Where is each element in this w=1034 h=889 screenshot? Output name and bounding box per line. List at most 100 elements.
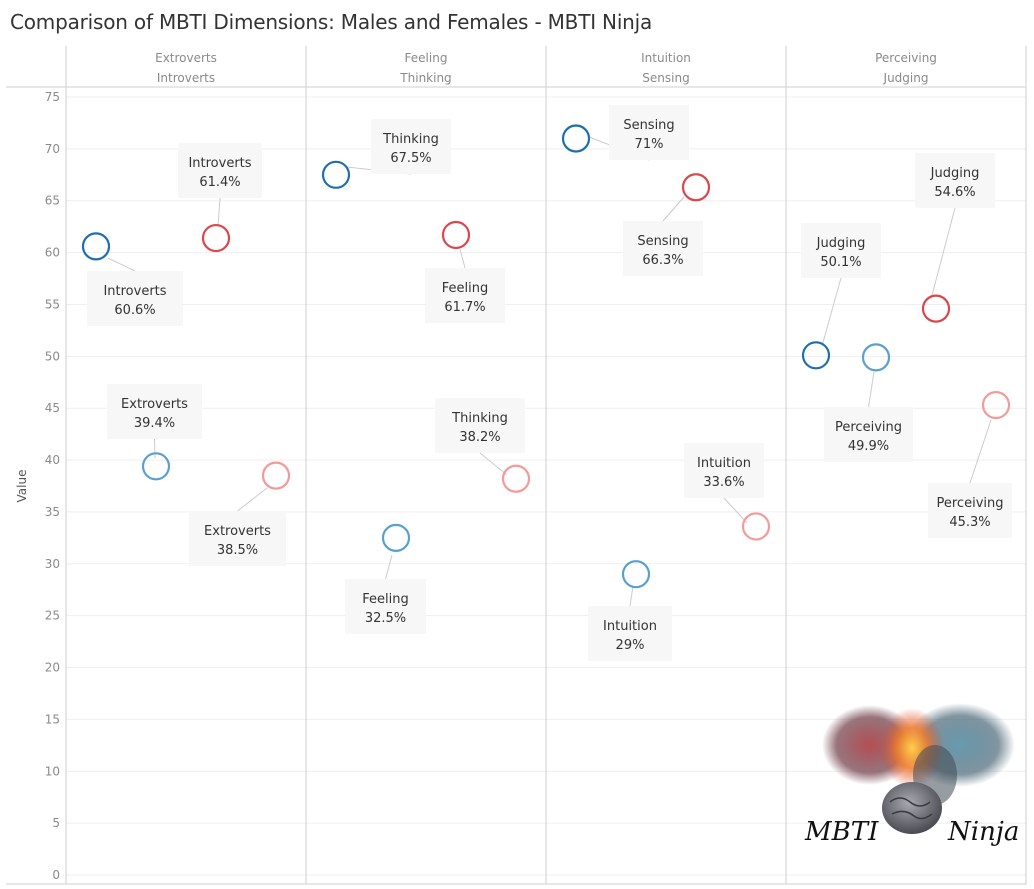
mbti-ninja-logo: MBTI Ninja bbox=[804, 703, 1019, 847]
data-label-box bbox=[345, 579, 426, 634]
leader-line bbox=[154, 438, 156, 459]
data-label-box bbox=[801, 223, 881, 278]
data-label-value: 61.4% bbox=[199, 175, 240, 190]
data-label-value: 54.6% bbox=[934, 185, 975, 200]
data-point-circle bbox=[861, 343, 891, 372]
logo-text-right: Ninja bbox=[947, 817, 1019, 847]
data-label-box bbox=[928, 483, 1012, 538]
y-axis-ticks: 0 5 10 15 20 25 30 35 40 45 50 55 60 65 70 75 bbox=[45, 90, 60, 882]
data-label-value: 71% bbox=[635, 137, 664, 152]
pane-header-label: Extroverts bbox=[155, 51, 217, 65]
data-label-name: Sensing bbox=[623, 118, 674, 133]
data-label: Intuition 33.6% bbox=[684, 443, 764, 498]
data-point-circle bbox=[141, 452, 171, 481]
y-tick-label: 30 bbox=[45, 557, 60, 571]
data-label: Thinking 67.5% bbox=[371, 119, 451, 174]
data-label-name: Introverts bbox=[188, 156, 251, 171]
data-label-name: Sensing bbox=[637, 234, 688, 249]
y-tick-label: 25 bbox=[45, 609, 60, 623]
data-labels: Introverts 60.6% Extroverts 39.4% Introverts… bbox=[87, 105, 1012, 661]
data-label-name: Feeling bbox=[442, 281, 488, 296]
data-label-value: 39.4% bbox=[134, 416, 175, 431]
data-label-box bbox=[189, 511, 286, 566]
chart-frame bbox=[6, 46, 1027, 885]
smoke-cloud-icon bbox=[822, 703, 1015, 805]
leader-line bbox=[662, 196, 685, 222]
data-label-value: 38.2% bbox=[459, 430, 500, 445]
y-tick-label: 45 bbox=[45, 401, 60, 415]
data-label-box bbox=[178, 143, 262, 198]
data-label-box bbox=[588, 606, 672, 661]
data-label: Introverts 61.4% bbox=[178, 143, 262, 198]
leader-line bbox=[821, 277, 842, 347]
data-label-name: Extroverts bbox=[204, 524, 271, 539]
data-label-box bbox=[371, 119, 451, 174]
data-label-name: Extroverts bbox=[121, 397, 188, 412]
leader-line bbox=[217, 197, 221, 227]
data-label: Perceiving 45.3% bbox=[928, 483, 1012, 538]
data-label-value: 61.7% bbox=[444, 300, 485, 315]
data-label: Extroverts 39.4% bbox=[107, 384, 202, 439]
pane-header-label: Intuition bbox=[641, 51, 691, 65]
y-tick-label: 65 bbox=[45, 194, 60, 208]
data-label: Judging 54.6% bbox=[915, 153, 995, 208]
data-label-value: 60.6% bbox=[114, 303, 155, 318]
data-point-circle bbox=[741, 512, 771, 541]
data-label-name: Intuition bbox=[697, 456, 751, 471]
data-point-circle bbox=[921, 294, 951, 323]
pane-header-label: Perceiving bbox=[875, 51, 937, 65]
y-tick-label: 10 bbox=[45, 764, 60, 778]
chart-title: Comparison of MBTI Dimensions: Males and… bbox=[10, 10, 653, 34]
leader-line bbox=[237, 487, 268, 512]
data-label: Thinking 38.2% bbox=[435, 398, 525, 453]
data-label-name: Judging bbox=[930, 166, 980, 181]
data-label-value: 67.5% bbox=[390, 151, 431, 166]
leader-line bbox=[107, 257, 136, 272]
leader-line bbox=[868, 371, 875, 408]
data-label-box bbox=[623, 221, 703, 276]
data-label-value: 49.9% bbox=[848, 439, 889, 454]
y-tick-label: 70 bbox=[45, 142, 60, 156]
data-label: Feeling 61.7% bbox=[425, 268, 505, 323]
data-label-value: 38.5% bbox=[217, 543, 258, 558]
leader-line bbox=[459, 248, 466, 269]
data-label-box bbox=[824, 407, 913, 462]
data-point-circle bbox=[501, 464, 531, 493]
data-label-box bbox=[435, 398, 525, 453]
leader-line bbox=[385, 554, 393, 580]
data-label-name: Perceiving bbox=[937, 496, 1004, 511]
y-tick-label: 75 bbox=[45, 90, 60, 104]
leader-line bbox=[479, 452, 508, 476]
data-point-circle bbox=[981, 390, 1011, 420]
label-leader-lines bbox=[107, 136, 992, 607]
data-label-box bbox=[915, 153, 995, 208]
data-label-box bbox=[107, 384, 202, 439]
y-tick-label: 55 bbox=[45, 297, 60, 311]
data-label: Judging 50.1% bbox=[801, 223, 881, 278]
data-points bbox=[81, 124, 1011, 589]
data-label: Intuition 29% bbox=[588, 606, 672, 661]
y-axis-title: Value bbox=[15, 470, 29, 503]
data-point-circle bbox=[321, 160, 351, 189]
data-point-circle bbox=[81, 232, 111, 261]
data-label-name: Perceiving bbox=[835, 420, 902, 435]
data-label-box bbox=[87, 271, 183, 326]
y-tick-label: 0 bbox=[52, 868, 60, 882]
logo-text-left: MBTI bbox=[804, 817, 879, 847]
data-label: Extroverts 38.5% bbox=[189, 511, 286, 566]
leader-line bbox=[969, 419, 992, 484]
leader-line bbox=[723, 497, 748, 524]
data-label: Sensing 71% bbox=[609, 105, 689, 160]
data-label-box bbox=[684, 443, 764, 498]
data-point-circle bbox=[801, 341, 831, 370]
pane-headers: Extroverts Introverts Feeling Thinking Intui… bbox=[155, 51, 937, 85]
data-label-name: Feeling bbox=[362, 592, 408, 607]
pane-header-label: Introverts bbox=[157, 71, 215, 85]
data-label-value: 50.1% bbox=[820, 255, 861, 270]
data-point-circle bbox=[381, 523, 411, 552]
data-label-value: 45.3% bbox=[949, 515, 990, 530]
y-tick-label: 20 bbox=[45, 661, 60, 675]
data-label-value: 66.3% bbox=[642, 253, 683, 268]
data-point-circle bbox=[441, 220, 471, 250]
